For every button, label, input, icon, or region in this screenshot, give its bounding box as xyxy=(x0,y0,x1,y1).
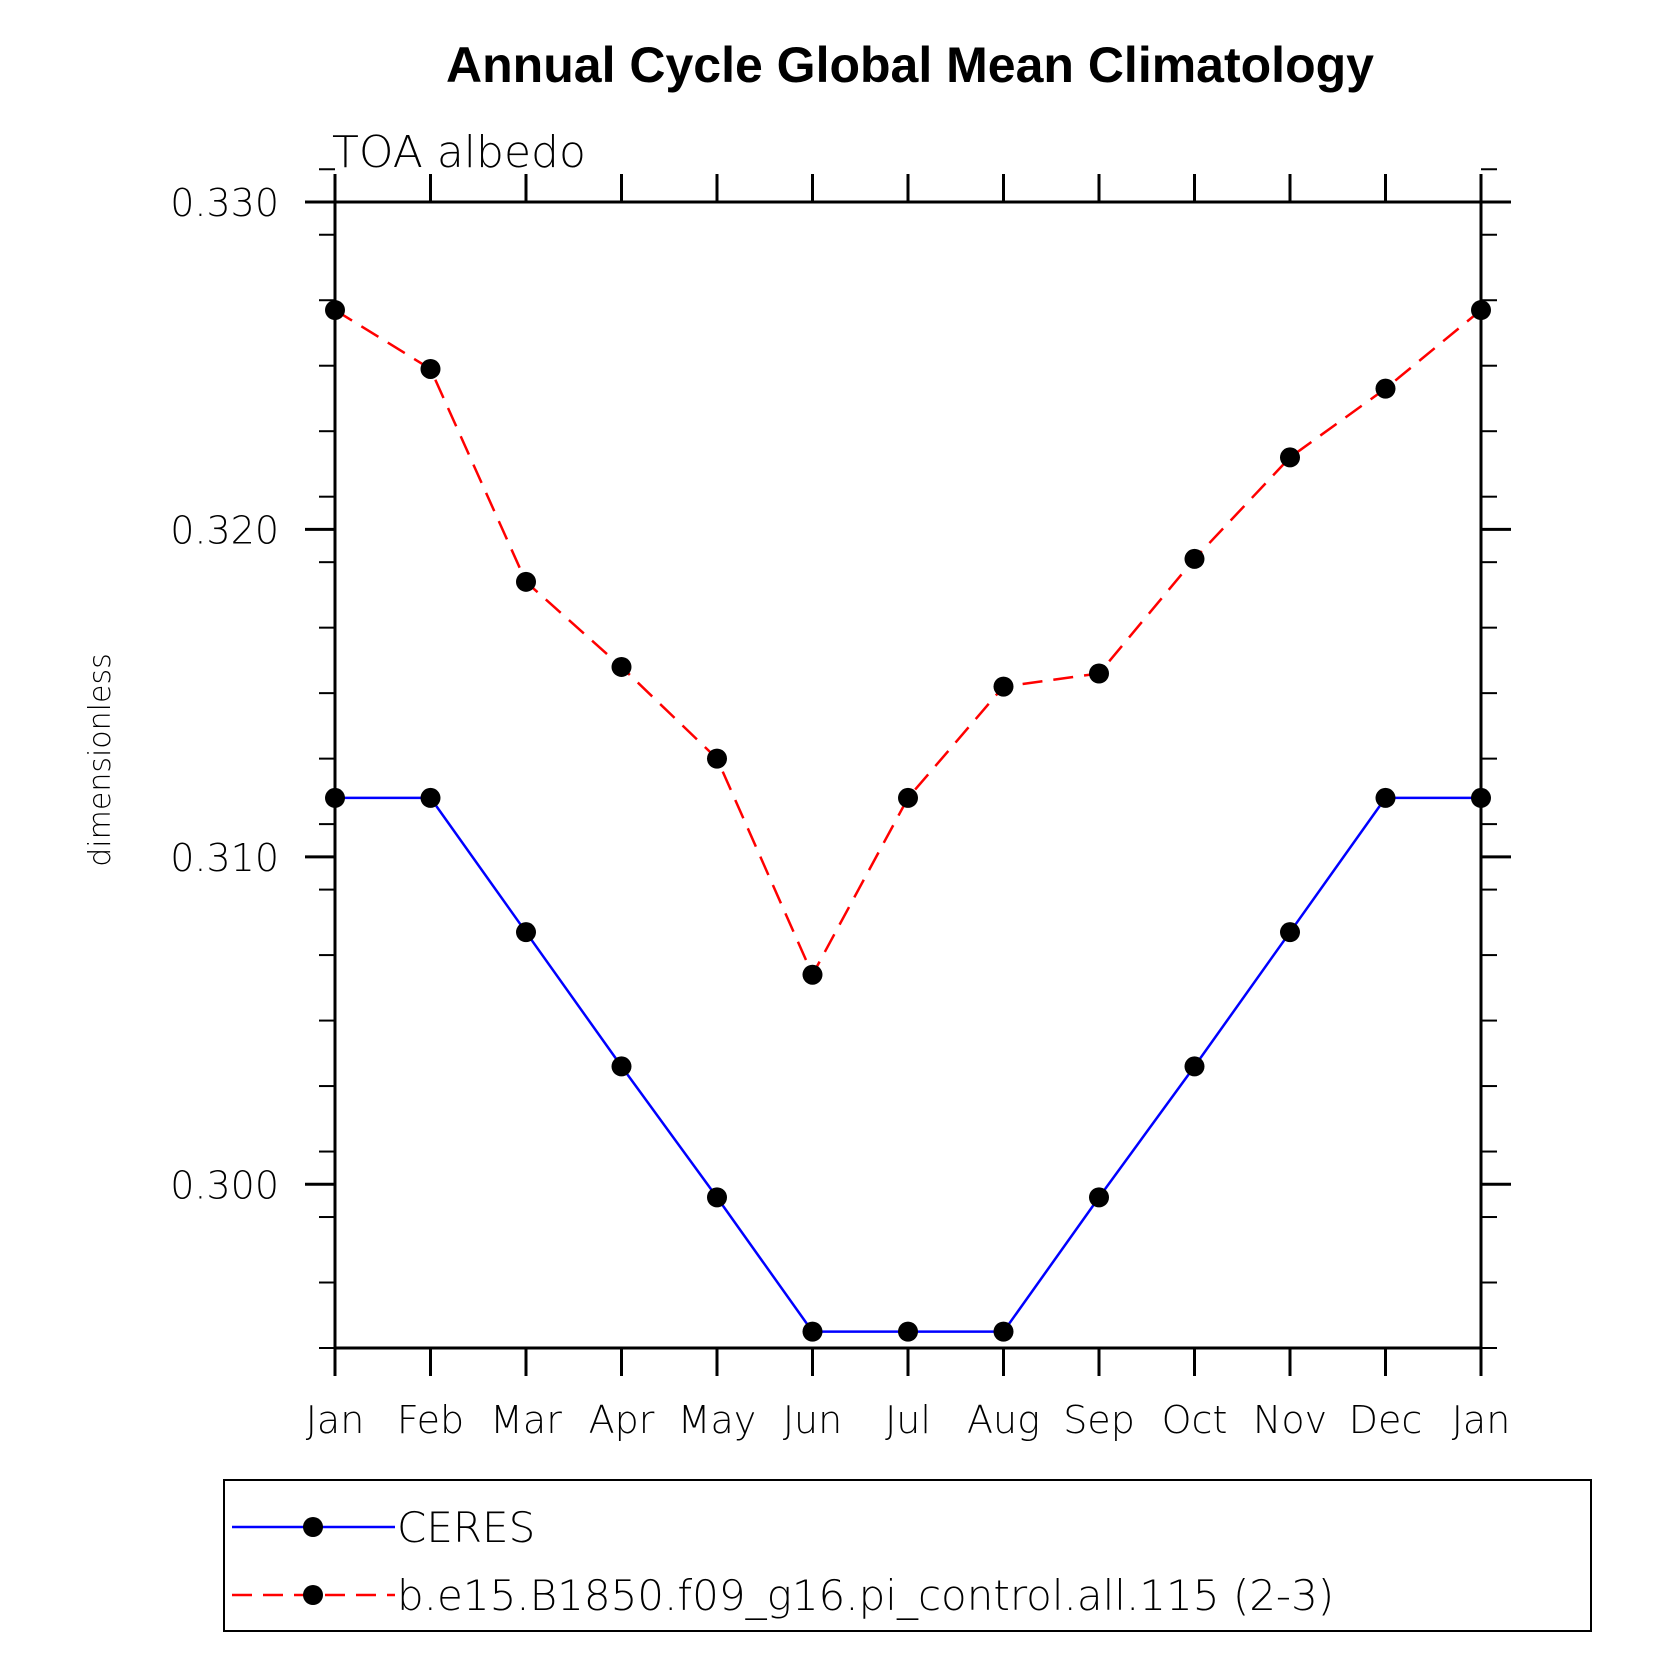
y-tick-label: 0.300 xyxy=(170,1163,279,1207)
y-tick-label: 0.320 xyxy=(170,508,279,552)
data-point-series-1 xyxy=(993,1321,1014,1342)
data-point-series-2 xyxy=(802,964,823,985)
data-point-series-1 xyxy=(898,1321,918,1342)
axis-ticks: Jan Feb Mar Apr May Jun Jul Aug Sep Oct Nov Dec Jan 0… xyxy=(170,168,1511,1442)
x-tick-label: Dec xyxy=(1349,1398,1423,1442)
y-tick-label: 0.330 xyxy=(170,181,279,225)
legend-label-1: CERES xyxy=(397,1503,535,1552)
x-tick-label: Oct xyxy=(1162,1398,1228,1442)
data-point-series-2 xyxy=(325,300,345,321)
series-layer xyxy=(325,300,1491,1342)
series-line-1 xyxy=(335,796,1481,1333)
x-tick-label: Jun xyxy=(783,1398,842,1442)
data-point-series-2 xyxy=(1471,300,1491,321)
legend: CERES b.e15.B1850.f09_g16.pi_control.all.… xyxy=(223,1479,1592,1632)
x-tick-label: Mar xyxy=(490,1398,562,1442)
data-point-series-1 xyxy=(1089,1187,1109,1208)
y-axis-label: dimensionless xyxy=(83,653,118,866)
x-tick-label: Jul xyxy=(885,1398,931,1442)
data-point-series-1 xyxy=(1471,787,1491,808)
data-point-series-2 xyxy=(707,748,727,769)
x-tick-label: Nov xyxy=(1253,1398,1327,1442)
data-point-series-1 xyxy=(516,922,536,943)
data-point-series-1 xyxy=(1280,922,1300,943)
plot-frame xyxy=(333,200,1483,1350)
legend-label-2: b.e15.B1850.f09_g16.pi_control.all.115 (… xyxy=(397,1571,1334,1620)
data-point-series-1 xyxy=(325,787,345,808)
data-point-series-2 xyxy=(993,676,1014,697)
y-tick-label: 0.310 xyxy=(170,836,279,880)
data-point-series-2 xyxy=(420,358,441,379)
chart-subtitle: TOA albedo xyxy=(332,127,586,178)
data-point-series-1 xyxy=(707,1187,727,1208)
data-point-series-1 xyxy=(802,1321,823,1342)
data-point-series-2 xyxy=(1375,378,1396,399)
data-point-series-2 xyxy=(1280,447,1300,468)
x-tick-label: Jan xyxy=(1452,1398,1511,1442)
legend-marker-1 xyxy=(303,1517,323,1537)
data-point-series-2 xyxy=(1089,663,1109,684)
data-point-series-1 xyxy=(1184,1056,1205,1077)
legend-marker-2 xyxy=(303,1585,323,1605)
x-tick-label: Aug xyxy=(967,1398,1040,1442)
data-point-series-1 xyxy=(611,1056,632,1077)
x-tick-label: May xyxy=(678,1398,757,1442)
x-tick-label: Apr xyxy=(589,1398,655,1442)
data-point-series-2 xyxy=(611,656,632,677)
data-point-series-1 xyxy=(1375,787,1396,808)
x-tick-label: Sep xyxy=(1063,1398,1135,1442)
data-point-series-2 xyxy=(898,787,918,808)
data-point-series-2 xyxy=(1184,548,1205,569)
legend-box xyxy=(223,1479,1592,1632)
chart-title: Annual Cycle Global Mean Climatology xyxy=(446,37,1374,93)
x-tick-label: Feb xyxy=(397,1398,464,1442)
series-line-2 xyxy=(334,308,1482,978)
data-point-series-2 xyxy=(516,571,536,592)
x-tick-label: Jan xyxy=(306,1398,365,1442)
data-point-series-1 xyxy=(420,787,441,808)
